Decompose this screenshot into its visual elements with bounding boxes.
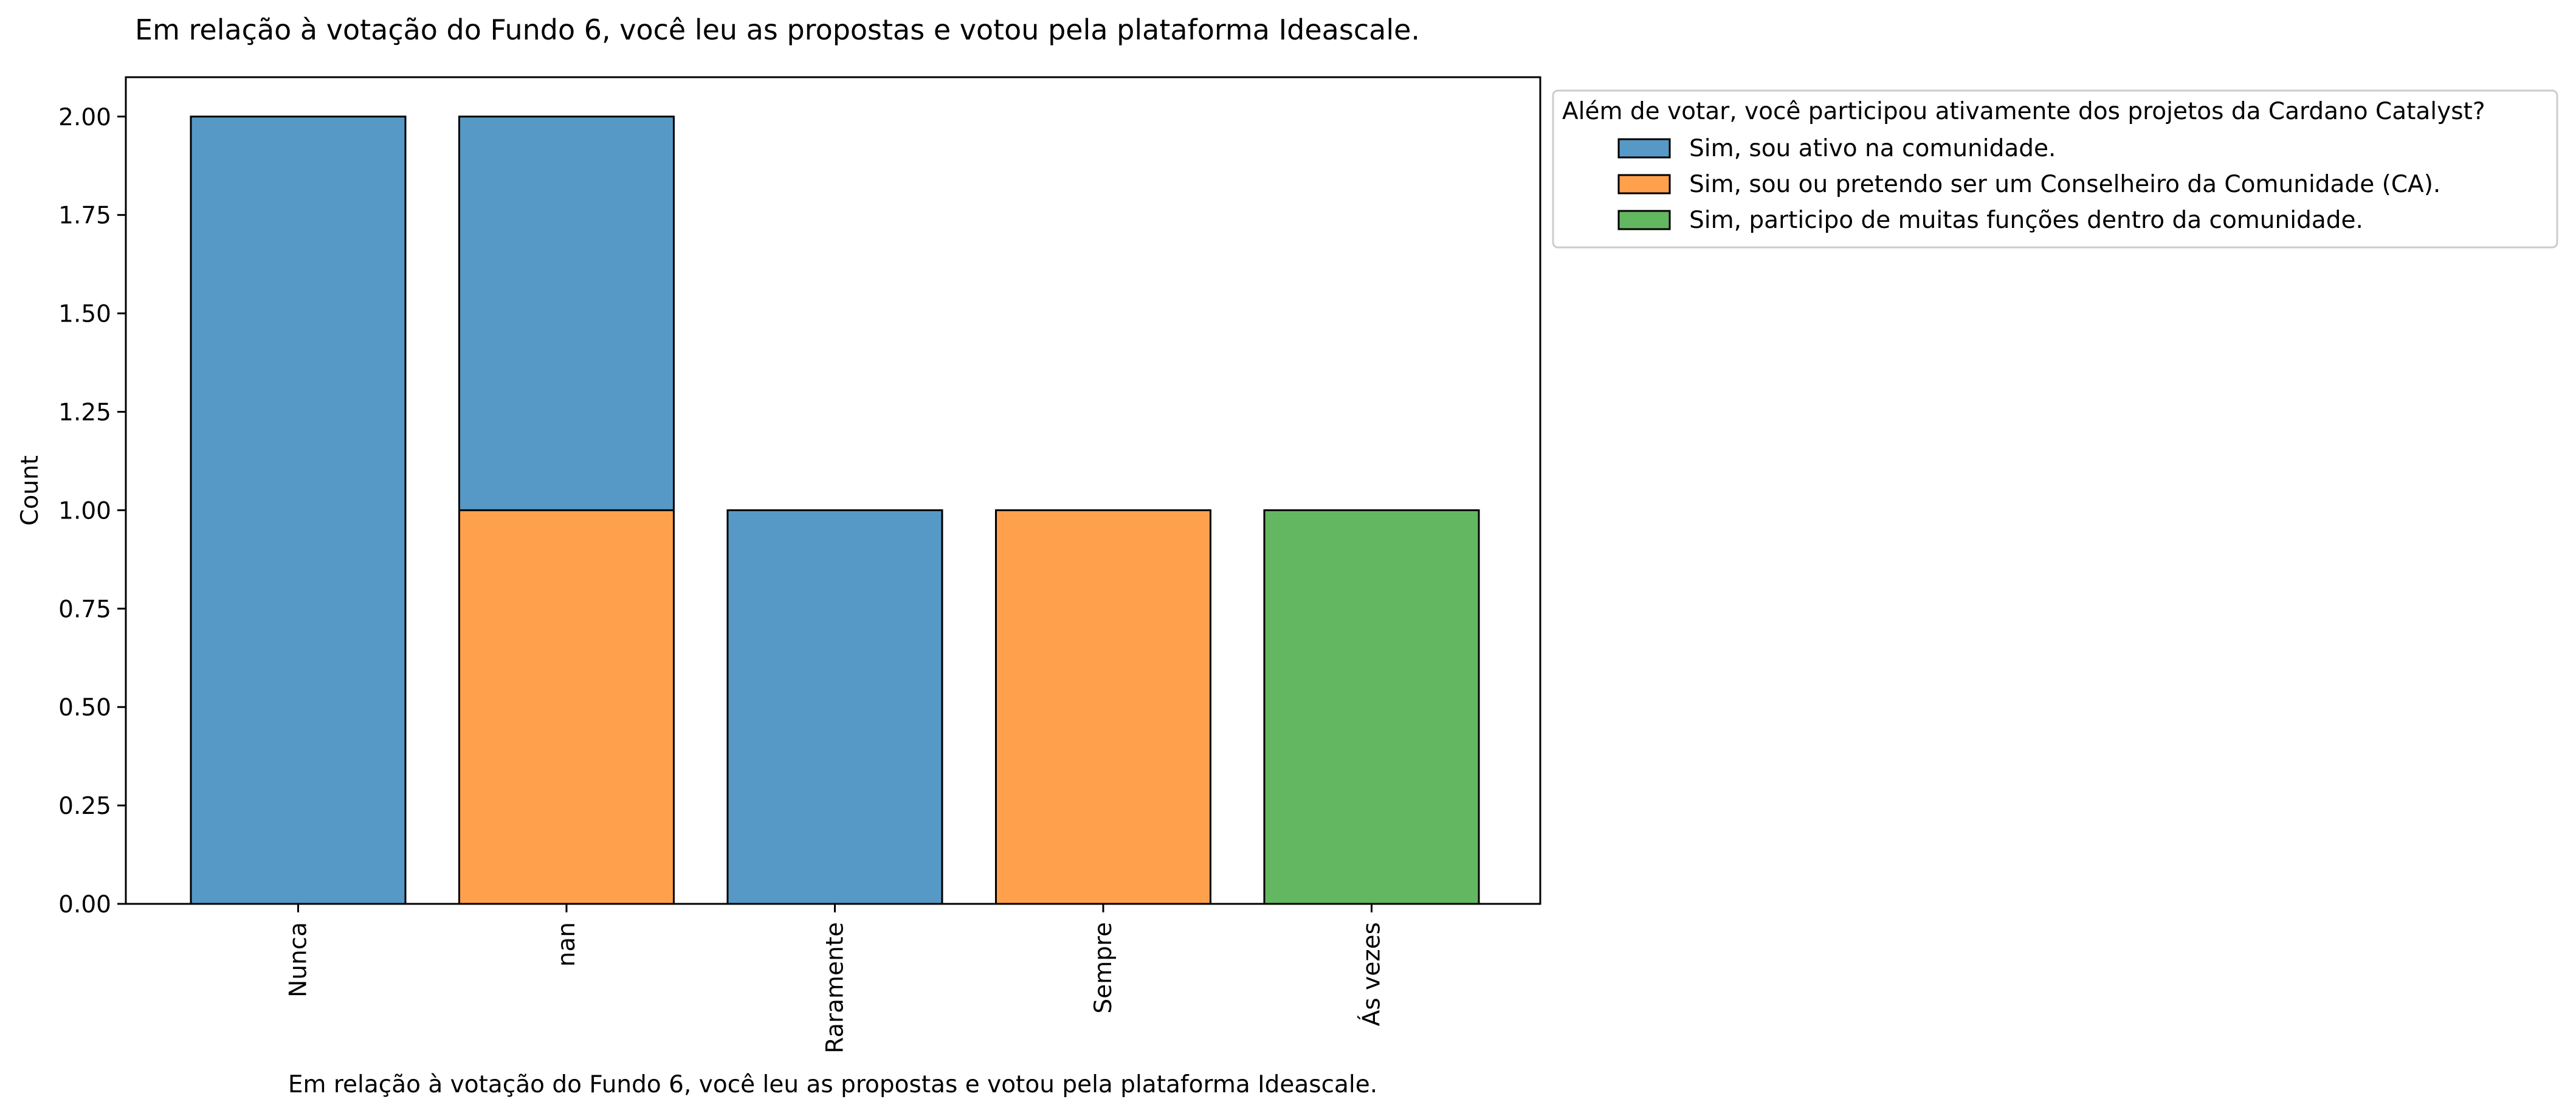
legend-item-label: Sim, sou ativo na comunidade. bbox=[1689, 135, 2056, 162]
x-tick-label: Raramente bbox=[822, 922, 849, 1053]
y-tick-label: 0.75 bbox=[58, 596, 111, 623]
bar-segment bbox=[458, 509, 675, 905]
bar-segment bbox=[726, 509, 943, 905]
bar-segment bbox=[458, 115, 675, 511]
y-tick-label: 2.00 bbox=[58, 104, 111, 131]
legend-items: Sim, sou ativo na comunidade. Sim, sou ou… bbox=[1617, 135, 2440, 234]
plot-frame bbox=[125, 76, 1541, 905]
y-axis-label: Count bbox=[16, 455, 44, 526]
y-tick-label: 1.75 bbox=[58, 202, 111, 230]
bar-segment bbox=[1263, 509, 1480, 905]
chart-title: Em relação à votação do Fundo 6, você le… bbox=[135, 13, 1420, 46]
y-tick-label: 0.25 bbox=[58, 793, 111, 820]
x-tick-label: nan bbox=[553, 922, 580, 966]
x-tick-label: Ás vezes bbox=[1357, 922, 1386, 1026]
legend-item-label: Sim, participo de muitas funções dentro … bbox=[1689, 207, 2363, 234]
y-tick-label: 0.00 bbox=[58, 891, 111, 918]
legend: Além de votar, você participou ativament… bbox=[1552, 89, 2558, 249]
y-tick-label: 1.50 bbox=[58, 301, 111, 328]
y-tick-label: 1.25 bbox=[58, 399, 111, 426]
y-tick-label: 1.00 bbox=[58, 497, 111, 525]
legend-item-label: Sim, sou ou pretendo ser um Conselheiro … bbox=[1689, 171, 2440, 198]
bar-segment bbox=[190, 115, 407, 905]
x-tick-label: Sempre bbox=[1090, 922, 1117, 1014]
bars bbox=[190, 115, 1480, 905]
legend-swatch bbox=[1617, 210, 1671, 230]
y-axis-ticks: 0.00 0.25 0.50 0.75 1.00 1.25 1.50 1.75 2.00 bbox=[58, 104, 126, 918]
legend-frame bbox=[1552, 89, 2558, 249]
y-tick-label: 0.50 bbox=[58, 694, 111, 722]
legend-swatch bbox=[1617, 138, 1671, 159]
legend-swatch bbox=[1617, 174, 1671, 195]
x-axis-label: Em relação à votação do Fundo 6, você le… bbox=[288, 1071, 1377, 1098]
legend-title: Além de votar, você participou ativament… bbox=[1562, 98, 2485, 125]
x-axis-ticks: Nunca nan Raramente Sempre Ás vezes bbox=[285, 904, 1386, 1053]
x-tick-label: Nunca bbox=[285, 922, 312, 997]
bar-segment bbox=[995, 509, 1211, 905]
